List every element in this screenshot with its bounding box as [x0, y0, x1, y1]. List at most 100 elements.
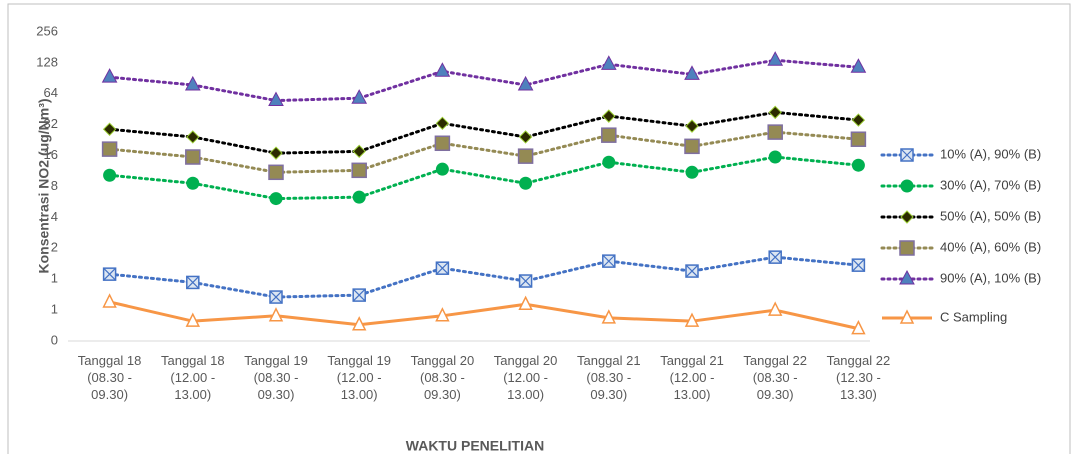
- marker: [767, 301, 783, 316]
- marker: [351, 89, 368, 104]
- marker: [684, 138, 700, 155]
- marker: [851, 158, 865, 172]
- marker: [518, 274, 533, 288]
- marker-cross: [851, 258, 865, 272]
- marker: [103, 168, 117, 182]
- marker: [768, 250, 782, 264]
- marker: [518, 295, 533, 311]
- marker: [851, 113, 866, 127]
- marker: [352, 144, 366, 159]
- x-axis-title: WAKTU PENELITIAN: [406, 438, 544, 454]
- series-line: [108, 155, 860, 201]
- y-tick-label: 256: [36, 23, 58, 38]
- marker: [850, 58, 867, 73]
- marker: [434, 62, 451, 77]
- marker: [768, 150, 782, 164]
- marker: [435, 307, 450, 322]
- marker: [851, 319, 866, 335]
- y-tick-label: 16: [44, 147, 58, 162]
- marker: [900, 179, 914, 193]
- legend-item: 40% (A), 60% (B): [880, 239, 1041, 256]
- marker-cross: [352, 288, 366, 302]
- legend-item: C Sampling: [882, 309, 1007, 324]
- marker: [352, 190, 366, 204]
- legend-label: 90% (A), 10% (B): [940, 270, 1041, 285]
- marker: [517, 75, 534, 91]
- series-line: [108, 58, 860, 103]
- marker-cross: [685, 264, 699, 278]
- x-tick-label: Tanggal 20 (08.30 - 09.30): [410, 353, 475, 402]
- x-tick-label: Tanggal 20 (12.00 - 13.00): [493, 353, 558, 402]
- marker: [685, 165, 699, 179]
- legend-item: 50% (A), 50% (B): [880, 208, 1041, 224]
- marker: [186, 275, 200, 290]
- marker-cross: [435, 261, 449, 275]
- marker: [185, 149, 201, 165]
- y-tick-label: 1: [51, 302, 58, 317]
- y-axis-title: Konsentrasi NO2 (ug/Nm³): [36, 98, 52, 273]
- marker: [767, 51, 784, 66]
- x-tick-label: Tanggal 18 (08.30 - 09.30): [77, 353, 142, 402]
- marker: [101, 68, 118, 83]
- marker: [851, 258, 866, 272]
- marker: [352, 288, 366, 302]
- marker: [601, 127, 617, 143]
- marker: [518, 130, 533, 144]
- y-tick-label: 32: [44, 116, 58, 131]
- marker: [434, 135, 451, 152]
- marker: [186, 130, 200, 144]
- marker: [435, 261, 450, 275]
- marker-cross: [186, 276, 200, 289]
- legend-item: 90% (A), 10% (B): [880, 269, 1041, 285]
- marker: [269, 146, 283, 160]
- legend-label: 10% (A), 90% (B): [940, 146, 1041, 161]
- legend-item: 10% (A), 90% (B): [880, 146, 1041, 162]
- marker-cross: [269, 290, 283, 304]
- marker: [101, 141, 118, 157]
- marker: [899, 240, 915, 256]
- marker: [684, 65, 700, 80]
- marker-cross: [900, 148, 914, 162]
- marker: [684, 312, 700, 327]
- y-tick-label: 2: [51, 240, 58, 255]
- x-tick-label: Tanggal 19 (12.00 - 13.00): [327, 353, 391, 402]
- y-tick-label: 128: [36, 54, 58, 69]
- marker-cross: [768, 250, 782, 264]
- marker: [184, 75, 201, 91]
- marker: [768, 105, 782, 120]
- marker: [186, 176, 200, 190]
- series-line: [108, 255, 860, 299]
- marker: [268, 164, 284, 181]
- marker: [602, 254, 616, 268]
- marker: [899, 309, 915, 324]
- marker: [435, 116, 450, 131]
- x-tick-label: Tanggal 22 (08.30 - 09.30): [743, 353, 807, 402]
- y-tick-label: 0: [51, 332, 58, 347]
- y-tick-label: 8: [51, 178, 58, 193]
- legend-label: 50% (A), 50% (B): [940, 208, 1041, 223]
- x-tick-label: Tanggal 18 (12.00 - 13.00): [160, 353, 225, 402]
- marker: [850, 131, 867, 147]
- x-tick-label: Tanggal 21 (08.30 - 09.30): [576, 353, 641, 402]
- marker-cross: [602, 254, 616, 268]
- marker-cross: [519, 274, 533, 288]
- marker: [351, 162, 367, 179]
- legend-label: 40% (A), 60% (B): [940, 239, 1041, 254]
- marker: [600, 55, 617, 70]
- marker: [519, 176, 533, 190]
- marker: [602, 155, 616, 169]
- marker: [767, 124, 783, 140]
- marker: [102, 267, 117, 281]
- marker: [601, 309, 617, 324]
- y-tick-label: 4: [51, 209, 58, 224]
- legend-item: 30% (A), 70% (B): [880, 177, 1041, 193]
- marker: [185, 312, 201, 327]
- x-tick-label: Tanggal 19 (08.30 - 09.30): [244, 353, 308, 402]
- series-line: [108, 110, 860, 155]
- x-tick-label: Tanggal 21 (12.00 - 13.00): [660, 353, 724, 402]
- marker: [900, 210, 914, 224]
- legend-label: C Sampling: [940, 309, 1007, 324]
- legend-label: 30% (A), 70% (B): [940, 177, 1041, 192]
